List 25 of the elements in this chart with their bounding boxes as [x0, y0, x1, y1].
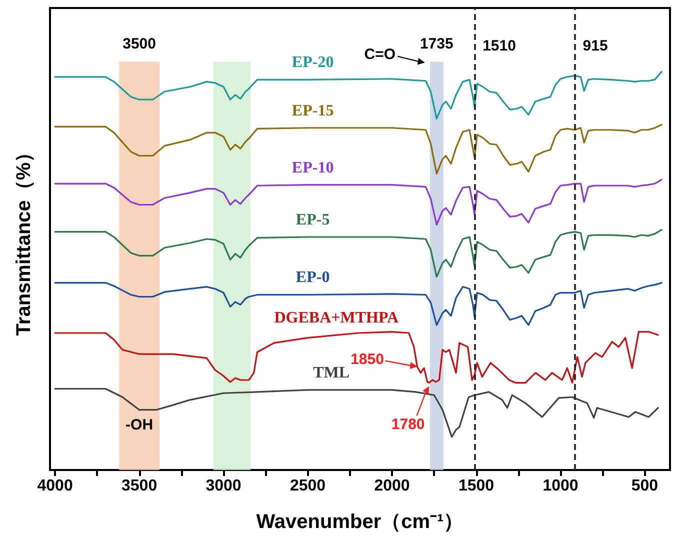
x-tick-label: 3500 — [121, 478, 158, 494]
annotation: 1780 — [391, 416, 425, 433]
band-label: 3500 — [122, 36, 156, 52]
ref-line-label: 1510 — [482, 38, 516, 54]
x-axis-title: Wavenumber（cm⁻¹） — [256, 511, 464, 533]
series-label: EP-0 — [296, 269, 330, 286]
annotation: -OH — [126, 416, 154, 434]
series-label: EP-15 — [292, 102, 334, 120]
ref-line-label: 915 — [582, 38, 608, 54]
y-axis-title: Transmittance（%） — [13, 142, 35, 336]
band-label: 1735 — [420, 36, 454, 52]
x-tick-label: 3000 — [206, 478, 242, 494]
series-label: EP-10 — [292, 159, 334, 176]
annotation: C=O — [364, 46, 396, 64]
x-tick-label: 4000 — [37, 478, 73, 494]
series-label: TML — [313, 364, 350, 382]
x-tick-label: 2000 — [374, 478, 410, 494]
series-label: EP-20 — [292, 54, 334, 72]
annotation: 1850 — [350, 350, 384, 368]
series-label: DGEBA+MTHPA — [274, 310, 400, 327]
x-tick-label: 500 — [631, 478, 658, 494]
series-label: EP-5 — [296, 212, 330, 229]
x-tick-label: 1500 — [458, 478, 494, 494]
x-tick-label: 1000 — [542, 478, 578, 494]
x-tick-label: 2500 — [290, 478, 326, 494]
